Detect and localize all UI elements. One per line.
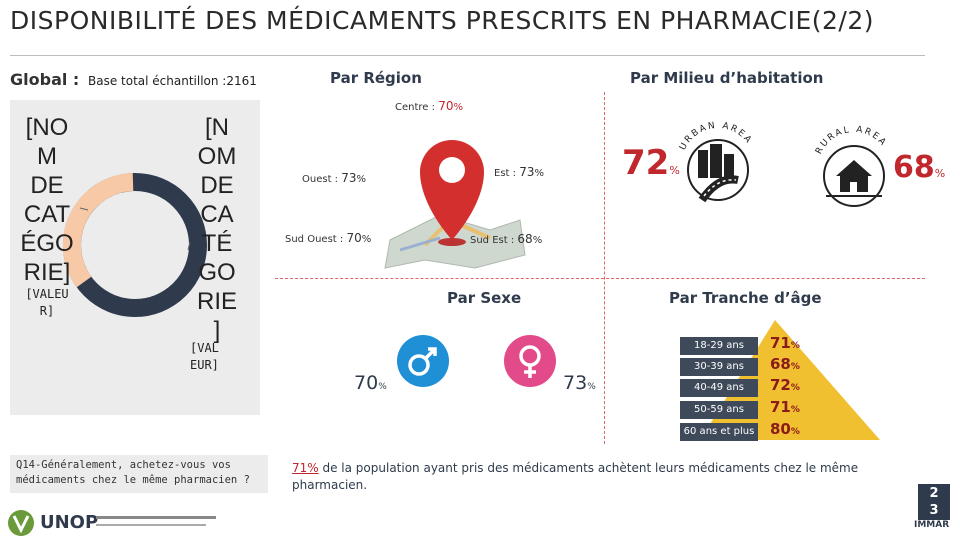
- region-sud-est-name: Sud Est :: [470, 235, 515, 246]
- region-centre-value: 70: [438, 99, 454, 113]
- donut-value-label-right: [VAL EUR]: [190, 341, 219, 372]
- unop-wordmark: UNOP: [40, 512, 99, 533]
- age-range-label: 50-59 ans: [680, 401, 758, 419]
- donut-value-label-left: [VALEU R]: [25, 287, 69, 318]
- age-range-value: 68%: [770, 355, 800, 373]
- region-sud-est: Sud Est : 68%: [470, 232, 543, 246]
- region-sud-ouest: Sud Ouest : 70%: [285, 231, 372, 245]
- conclusion-body: de la population ayant pris des médicame…: [292, 461, 859, 492]
- donut-category-label-left: [NO M DE CAT ÉGO RIE]: [20, 114, 74, 286]
- region-est-value: 73: [519, 165, 535, 179]
- question-text: Q14-Généralement, achetez-vous vos médic…: [10, 455, 268, 493]
- immar-logo: IMMAR: [914, 520, 950, 530]
- male-icon: [397, 335, 449, 387]
- page-title: DISPONIBILITÉ DES MÉDICAMENTS PRESCRITS …: [10, 6, 875, 35]
- age-range-label: 30-39 ans: [680, 358, 758, 376]
- age-range-value: 72%: [770, 376, 800, 394]
- age-title: Par Tranche d’âge: [669, 289, 822, 307]
- map-pin-icon: [384, 140, 526, 269]
- habitat-title: Par Milieu d’habitation: [630, 69, 824, 87]
- female-icon: [504, 335, 556, 387]
- female-value: 73%: [563, 372, 596, 394]
- age-range-value: 71%: [770, 334, 800, 352]
- region-centre: Centre : 70%: [395, 99, 463, 113]
- region-ouest-name: Ouest :: [302, 174, 339, 185]
- region-centre-name: Centre :: [395, 102, 435, 113]
- region-title: Par Région: [330, 69, 422, 87]
- base-sample-label: Base total échantillon :2161: [88, 74, 257, 88]
- global-label: Global :: [10, 70, 80, 89]
- unop-emblem-icon: [8, 510, 34, 536]
- region-ouest-value: 73: [341, 171, 357, 185]
- donut-category-label-right: [N OM DE CA TÉ GO RIE ]: [196, 114, 237, 344]
- rural-value: 68%: [893, 150, 946, 185]
- male-value: 70%: [354, 372, 387, 394]
- region-sud-ouest-name: Sud Ouest :: [285, 234, 344, 245]
- sexe-title: Par Sexe: [447, 289, 522, 307]
- region-est: Est : 73%: [494, 165, 544, 179]
- age-range-label: 60 ans et plus: [680, 423, 758, 441]
- vertical-divider: [604, 92, 605, 444]
- conclusion-text: 71% de la population ayant pris des médi…: [292, 460, 932, 494]
- region-sud-ouest-value: 70: [346, 231, 362, 245]
- region-sud-est-value: 68: [517, 232, 533, 246]
- conclusion-highlight: 71%: [292, 461, 319, 475]
- age-range-value: 71%: [770, 398, 800, 416]
- rural-area-icon: RURAL AREA: [814, 125, 887, 207]
- global-donut-chart: [62, 173, 207, 317]
- urban-area-icon: URBAN AREA: [678, 121, 752, 203]
- age-range-label: 40-49 ans: [680, 379, 758, 397]
- horizontal-divider: [275, 278, 925, 279]
- title-divider: [10, 55, 925, 56]
- urban-value: 72%: [622, 143, 680, 183]
- page-number: 2 3: [918, 484, 950, 520]
- age-range-value: 80%: [770, 420, 800, 438]
- global-donut-panel: [10, 100, 260, 415]
- age-range-label: 18-29 ans: [680, 337, 758, 355]
- unop-logo: UNOP: [6, 508, 246, 538]
- region-ouest: Ouest : 73%: [302, 171, 367, 185]
- region-est-name: Est :: [494, 168, 516, 179]
- donut-secondary-segment: [62, 173, 134, 288]
